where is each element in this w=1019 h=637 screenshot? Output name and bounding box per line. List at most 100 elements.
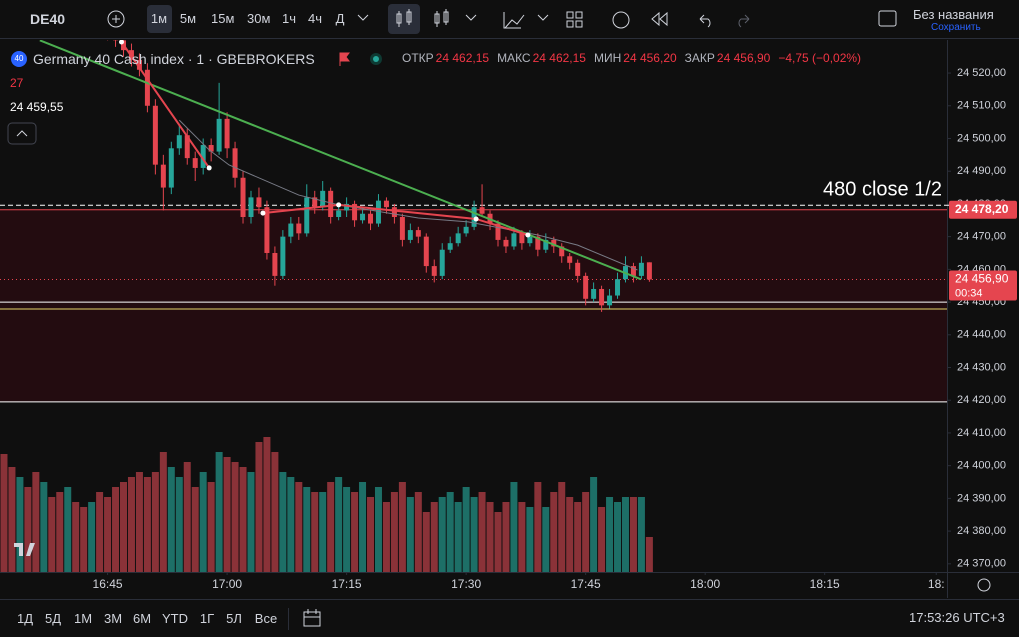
interval-dropdown[interactable] — [357, 14, 369, 21]
range-button[interactable]: 5Л — [226, 611, 242, 626]
range-button[interactable]: 6М — [132, 611, 152, 626]
volume-bar — [96, 492, 104, 572]
y-tick-label: 24 470,00 — [957, 231, 1006, 243]
range-button[interactable]: 1М — [73, 611, 93, 626]
candle-body — [168, 148, 174, 188]
high-label: МАКС — [497, 51, 531, 65]
candle-body — [646, 262, 652, 280]
candles-style-bg[interactable] — [388, 4, 420, 34]
interval-button[interactable]: 5м — [179, 11, 197, 26]
range-button[interactable]: Все — [254, 611, 278, 626]
volume-bar — [343, 487, 351, 572]
clock: 17:53:26 UTC+3 — [909, 610, 1005, 625]
undo-icon[interactable] — [699, 14, 711, 28]
candle-body — [184, 135, 190, 159]
trendline — [262, 203, 529, 236]
x-tick-label: 17:00 — [212, 577, 242, 591]
candle-body — [463, 226, 469, 234]
volume-bar — [8, 467, 16, 572]
candle-body — [447, 243, 453, 250]
level-price-box — [949, 200, 1017, 219]
candle-body — [160, 164, 166, 188]
candle-body — [455, 233, 461, 244]
volume-bar — [606, 497, 614, 572]
save-link[interactable]: Сохранить — [931, 22, 981, 33]
chart-type-icon[interactable] — [434, 9, 477, 27]
volume-bar — [151, 472, 159, 572]
candle-body — [511, 233, 517, 247]
candle-body — [200, 145, 206, 168]
range-button[interactable]: 3М — [103, 611, 123, 626]
volume-bar — [621, 497, 629, 572]
candle-body — [208, 145, 214, 152]
layout-name[interactable]: Без названия — [913, 7, 994, 22]
volume-bar — [88, 502, 96, 572]
candle-body — [224, 118, 230, 149]
range-button[interactable]: 5Д — [44, 611, 62, 626]
volume-bar — [390, 492, 398, 572]
volume-bar — [637, 497, 645, 572]
add-symbol-icon[interactable] — [107, 10, 125, 28]
replay-icon[interactable] — [651, 11, 668, 27]
candle-body — [479, 207, 485, 214]
candle-body — [336, 210, 342, 218]
redo-icon[interactable] — [738, 14, 750, 28]
symbol[interactable]: DE40 — [30, 11, 66, 27]
templates-icon[interactable] — [566, 11, 583, 28]
candle-body — [423, 236, 429, 267]
interval-button[interactable]: 4ч — [307, 11, 322, 26]
side-price: 24 459,55 — [10, 100, 64, 114]
volume-bar — [446, 492, 454, 572]
candle-body — [344, 203, 350, 211]
range-button[interactable]: YTD — [162, 611, 188, 626]
candle-body — [152, 105, 158, 165]
x-tick-label: 18:00 — [690, 577, 720, 591]
range-button[interactable]: 1Д — [16, 611, 34, 626]
candle-body — [192, 158, 198, 168]
volume-bar — [56, 492, 64, 572]
candle-body — [567, 256, 573, 263]
candles-style-icon — [396, 9, 412, 27]
active-interval-bg — [147, 5, 172, 33]
collapse-button[interactable] — [7, 122, 37, 145]
interval-button[interactable]: 1м — [150, 11, 168, 26]
volume-bar — [550, 492, 558, 572]
interval-button[interactable]: Д — [335, 11, 345, 26]
volume-bar — [303, 487, 311, 572]
volume-bar — [295, 482, 303, 572]
interval-button[interactable]: 15м — [211, 11, 235, 26]
volume-bar — [367, 497, 375, 572]
volume-bar — [327, 482, 335, 572]
volume-bar — [112, 487, 120, 572]
candle-body — [607, 295, 613, 306]
volume-bar — [335, 477, 343, 572]
volume-bar — [263, 437, 271, 572]
volume-bar — [0, 454, 8, 572]
logo — [14, 543, 35, 556]
y-tick-label: 24 370,00 — [957, 558, 1006, 570]
close-label: ЗАКР — [684, 51, 715, 65]
date-range-icon[interactable] — [303, 609, 321, 627]
candle-body — [328, 190, 334, 218]
candle-body — [591, 288, 597, 299]
open-label: ОТКР — [402, 51, 434, 65]
volume-bar — [558, 482, 566, 572]
indicators-icon[interactable] — [503, 12, 549, 29]
candle-body — [232, 148, 238, 178]
y-tick-label: 24 410,00 — [957, 427, 1006, 439]
candle-body — [391, 207, 397, 218]
alert-icon[interactable] — [612, 11, 630, 29]
layout-icon[interactable] — [878, 10, 897, 27]
interval-button[interactable]: 1ч — [281, 11, 296, 26]
trendline-anchor — [260, 210, 266, 216]
volume-bar — [127, 477, 135, 572]
range-button[interactable]: 1Г — [199, 611, 215, 626]
settings-icon[interactable] — [977, 578, 991, 592]
y-tick-label: 24 490,00 — [957, 165, 1006, 177]
countdown-label: 00:34 — [955, 287, 983, 299]
zone — [0, 209, 947, 402]
interval-button[interactable]: 30м — [247, 11, 271, 26]
flag-icon[interactable] — [339, 52, 350, 66]
candle-body — [352, 203, 358, 221]
